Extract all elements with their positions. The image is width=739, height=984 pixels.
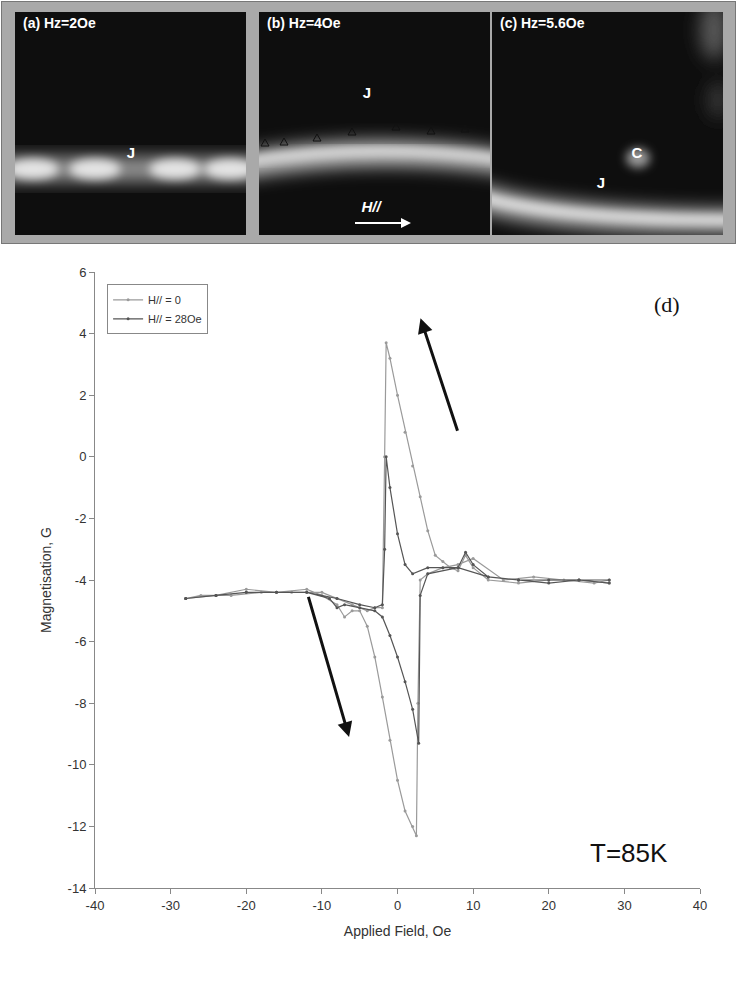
svg-text:-2: -2 — [75, 511, 87, 526]
svg-text:J: J — [127, 144, 135, 161]
svg-text:H//: H// — [361, 198, 382, 215]
svg-text:(c) Hz=5.6Oe: (c) Hz=5.6Oe — [500, 15, 585, 31]
svg-text:(d): (d) — [654, 292, 680, 317]
svg-text:20: 20 — [542, 898, 556, 913]
svg-text:-40: -40 — [86, 898, 105, 913]
svg-text:-8: -8 — [75, 696, 87, 711]
svg-text:-20: -20 — [237, 898, 256, 913]
svg-text:2: 2 — [79, 388, 86, 403]
svg-text:30: 30 — [617, 898, 631, 913]
svg-text:-14: -14 — [68, 881, 87, 896]
svg-text:6: 6 — [79, 265, 86, 280]
svg-text:H// = 0: H// = 0 — [148, 294, 181, 306]
svg-text:-30: -30 — [161, 898, 180, 913]
svg-text:0: 0 — [79, 449, 86, 464]
svg-text:-10: -10 — [68, 757, 87, 772]
svg-text:(a) Hz=2Oe: (a) Hz=2Oe — [23, 15, 96, 31]
svg-text:J: J — [363, 84, 371, 101]
svg-text:(b) Hz=4Oe: (b) Hz=4Oe — [267, 15, 341, 31]
svg-text:10: 10 — [466, 898, 480, 913]
svg-text:-6: -6 — [75, 634, 87, 649]
svg-text:-12: -12 — [68, 819, 87, 834]
svg-text:4: 4 — [79, 326, 86, 341]
svg-text:Applied Field, Oe: Applied Field, Oe — [344, 923, 452, 939]
svg-text:40: 40 — [693, 898, 707, 913]
svg-text:T=85K: T=85K — [590, 838, 668, 868]
svg-text:J: J — [597, 174, 605, 191]
svg-text:0: 0 — [394, 898, 401, 913]
svg-text:-10: -10 — [312, 898, 331, 913]
svg-text:H// = 28Oe: H// = 28Oe — [148, 313, 202, 325]
svg-text:C: C — [632, 144, 643, 161]
svg-text:-4: -4 — [75, 573, 87, 588]
svg-text:Magnetisation, G: Magnetisation, G — [38, 527, 54, 633]
